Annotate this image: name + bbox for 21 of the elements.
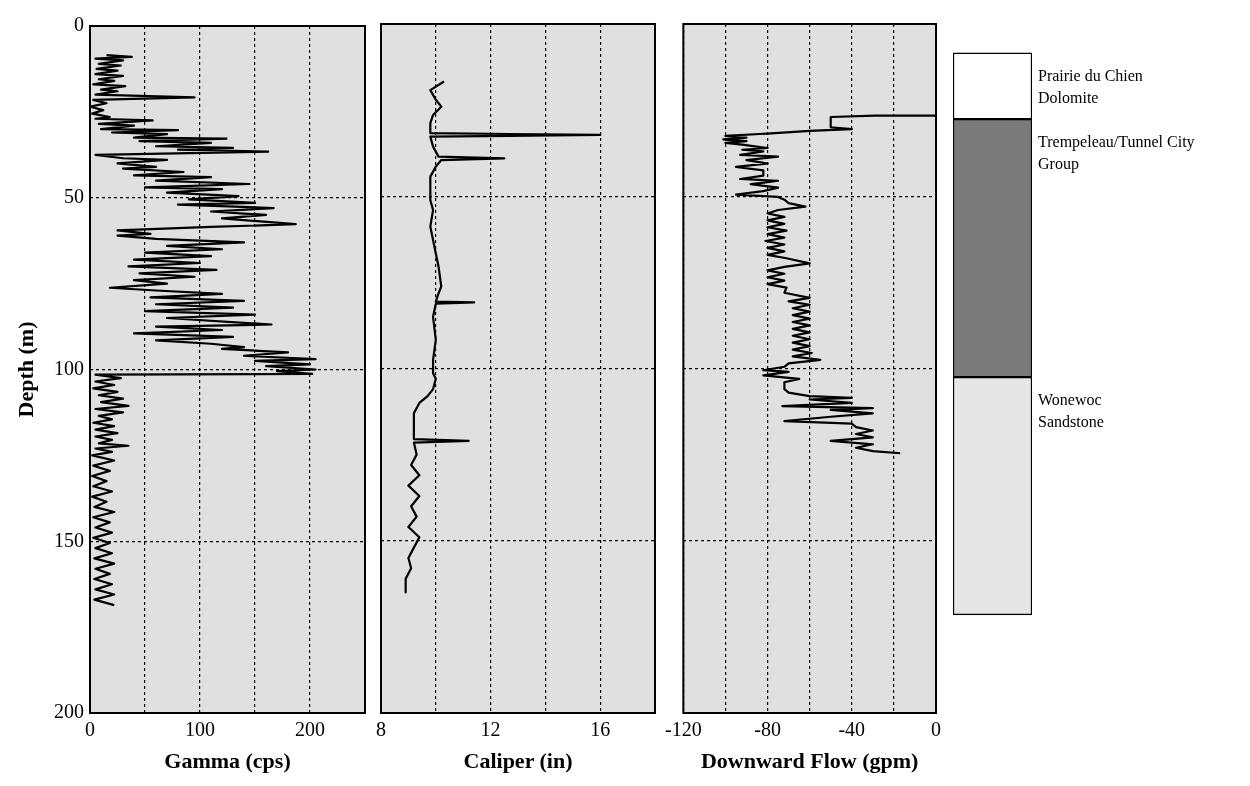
x-tick-label: -80 [754,718,781,741]
y-tick-label: 50 [64,185,84,207]
y-tick-label: 200 [54,700,84,723]
x-axis-title: Gamma (cps) [164,748,291,774]
y-tick-label: 150 [54,528,84,551]
y-axis-title: Depth (m) [12,321,38,418]
series-label: Trempeleau/Tunnel City Group [1038,133,1195,174]
x-tick-label: 8 [376,718,386,741]
series-label: Prairie du Chien Dolomite [1038,67,1143,107]
series-label: Wonewoc Sandstone [1038,391,1104,431]
x-tick-label: -120 [664,718,702,741]
x-tick-label: -40 [838,718,866,741]
x-tick-label: 100 [185,718,215,741]
y-tick-label: 0 [74,13,84,36]
x-axis-title: Downward Flow (gpm) [700,748,919,774]
x-tick-label: 12 [480,718,501,741]
x-tick-label: 0 [931,718,941,741]
y-tick-label: 100 [54,356,84,379]
x-tick-label: 16 [590,718,611,741]
x-tick-label: 200 [295,718,325,741]
x-axis-title: Caliper (in) [463,748,573,774]
